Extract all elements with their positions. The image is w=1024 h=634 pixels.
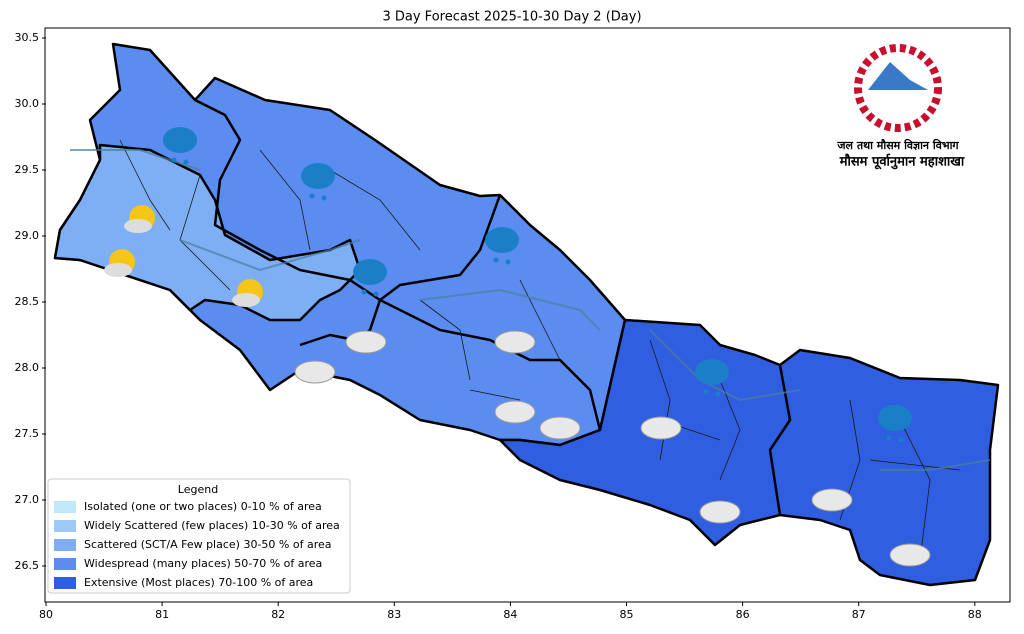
x-tick-label: 86 [736, 608, 750, 621]
x-tick-label: 80 [39, 608, 53, 621]
legend-title: Legend [178, 483, 218, 496]
legend-swatch [54, 558, 76, 570]
rain-cloud-icons [294, 330, 931, 567]
y-tick-label: 30.0 [15, 97, 40, 110]
legend-label: Scattered (SCT/A Few place) 30-50 % of a… [84, 538, 332, 551]
sun-cloud-icon [124, 205, 155, 233]
snow-rain-icon [301, 163, 335, 201]
y-tick-label: 27.0 [15, 493, 40, 506]
emblem-mountains [868, 62, 928, 90]
division-name: मौसम पूर्वानुमान महाशाखा [839, 154, 965, 170]
x-tick-label: 85 [620, 608, 634, 621]
snow-rain-icon [695, 359, 729, 397]
logo: जल तथा मौसम विज्ञान विभाग मौसम पूर्वानुम… [836, 44, 965, 170]
x-tick-label: 83 [387, 608, 401, 621]
title: 3 Day Forecast 2025-10-30 Day 2 (Day) [382, 10, 641, 25]
legend-swatch [54, 501, 76, 513]
river-basins [70, 149, 991, 471]
department-name: जल तथा मौसम विज्ञान विभाग [836, 138, 959, 152]
y-tick-label: 28.5 [15, 295, 40, 308]
weather-icons [104, 127, 931, 567]
nepal-map [53, 42, 1000, 587]
legend-label: Extensive (Most places) 70-100 % of area [84, 576, 313, 589]
legend-swatch [54, 539, 76, 551]
x-tick-label: 81 [155, 608, 169, 621]
legend-box [47, 478, 351, 594]
y-tick-label: 26.5 [15, 559, 40, 572]
legend-label: Widely Scattered (few places) 10-30 % of… [84, 519, 340, 532]
legend-swatch [54, 520, 76, 532]
legend: Legend Isolated (one or two places) 0-10… [47, 478, 351, 594]
snow-rain-icon [878, 405, 912, 443]
x-tick-label: 84 [503, 608, 517, 621]
y-tick-label: 29.0 [15, 229, 40, 242]
snow-rain-icon [163, 127, 197, 165]
sun-cloud-icon [232, 279, 263, 307]
snow-rain-icon [353, 259, 387, 297]
y-tick-label: 29.5 [15, 163, 40, 176]
y-tick-label: 30.5 [15, 31, 40, 44]
y-tick-label: 27.5 [15, 427, 40, 440]
x-tick-label: 88 [968, 608, 982, 621]
snow-rain-icon [485, 227, 519, 265]
y-tick-label: 28.0 [15, 361, 40, 374]
legend-label: Isolated (one or two places) 0-10 % of a… [84, 500, 322, 513]
extensive-region [498, 318, 1000, 587]
legend-label: Widespread (many places) 50-70 % of area [84, 557, 322, 570]
x-tick-label: 82 [271, 608, 285, 621]
sun-cloud-icon [104, 249, 135, 277]
x-tick-label: 87 [852, 608, 866, 621]
legend-swatch [54, 577, 76, 589]
